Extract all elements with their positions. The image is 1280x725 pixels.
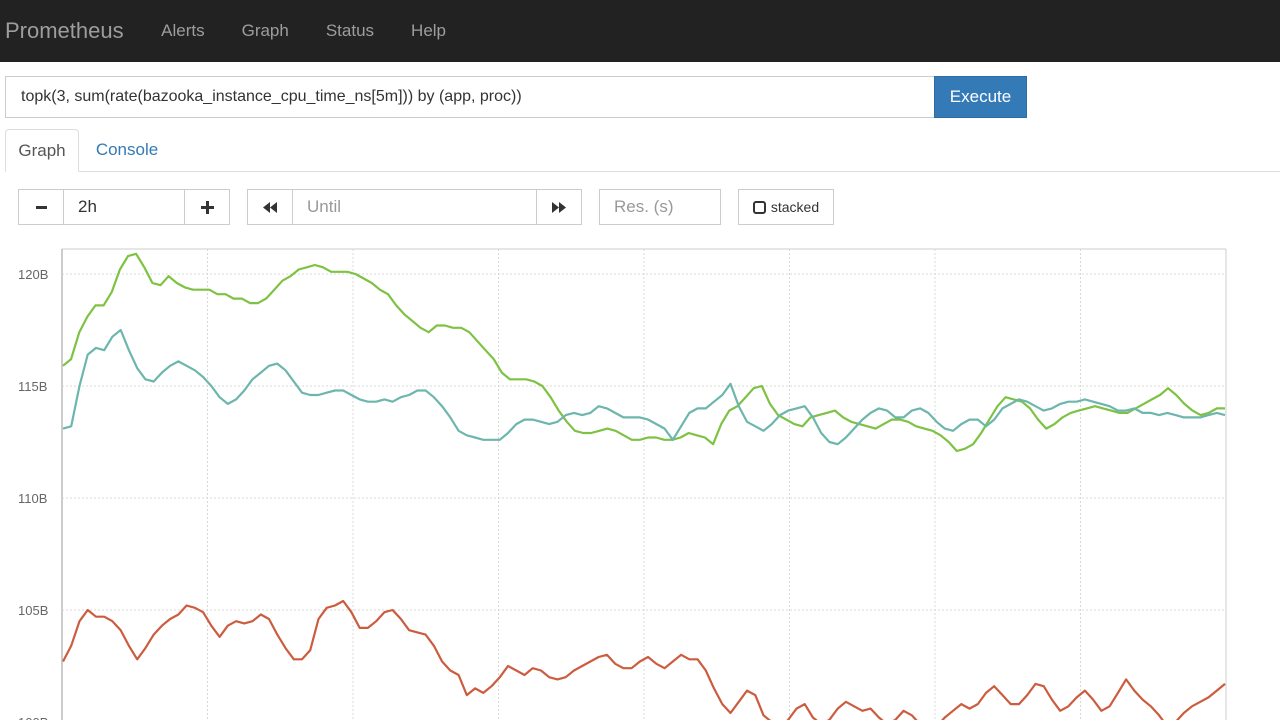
tab-graph[interactable]: Graph <box>5 129 79 172</box>
brand-logo-link[interactable]: Prometheus <box>5 18 124 43</box>
y-tick-label: 115B <box>18 379 47 394</box>
navbar: Prometheus Alerts Graph Status Help <box>0 0 1280 62</box>
until-input[interactable]: Until <box>292 189 537 225</box>
tab-console[interactable]: Console <box>95 140 159 159</box>
series-line-3[interactable] <box>62 599 1226 725</box>
series-line-1[interactable] <box>62 252 1225 453</box>
graph-panel: 120B 115B 110B 105B 100B <box>0 240 1280 725</box>
increase-range-button[interactable] <box>184 189 230 225</box>
range-input[interactable]: 2h <box>63 189 185 225</box>
series-line-2[interactable] <box>62 328 1226 446</box>
expression-text: topk(3, sum(rate(bazooka_instance_cpu_ti… <box>21 88 522 105</box>
nav-link-status[interactable]: Status <box>325 21 375 40</box>
resolution-placeholder: Res. (s) <box>614 197 674 216</box>
view-tabs: Graph Console <box>5 129 1280 172</box>
expression-input[interactable]: topk(3, sum(rate(bazooka_instance_cpu_ti… <box>5 76 934 118</box>
query-row: topk(3, sum(rate(bazooka_instance_cpu_ti… <box>5 76 1027 118</box>
rewind-button[interactable] <box>247 189 293 225</box>
checkbox-icon <box>752 200 766 214</box>
plus-icon <box>200 200 214 214</box>
range-value: 2h <box>78 197 97 216</box>
line-chart[interactable]: 120B 115B 110B 105B 100B <box>0 240 1280 725</box>
y-tick-label: 100B <box>18 715 48 720</box>
until-placeholder: Until <box>307 197 342 216</box>
rewind-icon <box>263 201 277 213</box>
execute-button[interactable]: Execute <box>934 76 1027 118</box>
minus-icon <box>35 205 47 209</box>
nav-link-help[interactable]: Help <box>411 21 447 40</box>
y-tick-label: 110B <box>18 491 47 506</box>
stacked-label: stacked <box>770 199 820 215</box>
decrease-range-button[interactable] <box>18 189 64 225</box>
nav-link-alerts[interactable]: Alerts <box>161 21 205 40</box>
y-tick-label: 105B <box>18 603 48 618</box>
stacked-toggle-button[interactable]: stacked <box>738 189 834 225</box>
fast-forward-icon <box>552 201 566 213</box>
resolution-input[interactable]: Res. (s) <box>599 189 721 225</box>
nav-link-graph[interactable]: Graph <box>241 21 289 40</box>
fast-forward-button[interactable] <box>536 189 582 225</box>
y-tick-label: 120B <box>18 267 48 282</box>
